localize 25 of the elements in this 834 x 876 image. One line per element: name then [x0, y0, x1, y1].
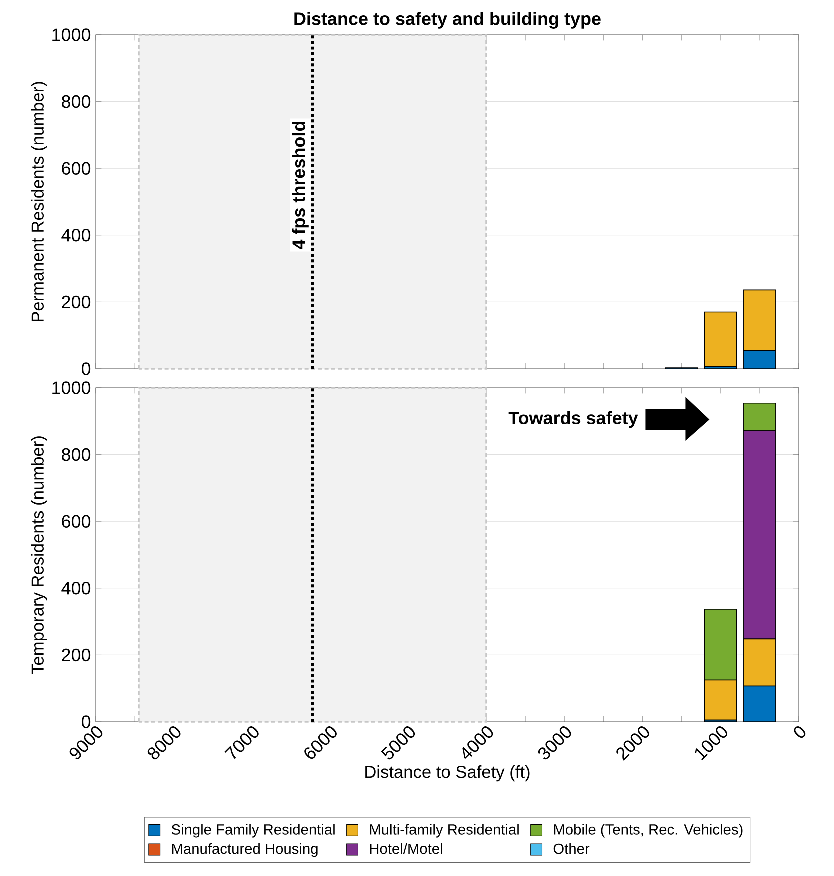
- y-tick-label: 200: [62, 648, 91, 662]
- legend-label: Mobile (Tents, Rec. Vehicles): [554, 824, 743, 838]
- legend-label: Single Family Residential: [172, 824, 335, 838]
- y-tick-label: 600: [62, 162, 91, 175]
- y-tick-label: 0: [82, 716, 91, 728]
- y-axis-title: Temporary Residents (number): [31, 436, 48, 674]
- y-tick-label: 1000: [52, 28, 91, 42]
- y-tick-label: 400: [62, 229, 91, 242]
- y-tick-label: 200: [62, 296, 91, 309]
- y-tick-label: 1000: [52, 382, 91, 394]
- y-axis-title: Permanent Residents (number): [31, 82, 48, 322]
- y-tick-label: 600: [62, 515, 91, 528]
- legend-label: Other: [554, 843, 590, 854]
- chart-title: Distance to safety and building type: [294, 12, 601, 29]
- annotation: Towards safety: [508, 411, 638, 428]
- y-tick-label: 400: [62, 582, 91, 595]
- legend-label: Manufactured Housing: [172, 843, 318, 858]
- y-tick-label: 800: [62, 95, 91, 108]
- legend-label: Multi-family Residential: [370, 824, 519, 838]
- legend-label: Hotel/Motel: [370, 843, 442, 854]
- y-tick-label: 800: [62, 448, 91, 462]
- x-axis-title: Distance to Safety (ft): [366, 766, 530, 782]
- y-tick-label: 0: [82, 362, 91, 376]
- x-tick-label: 0: [794, 726, 806, 738]
- ref-line-label: 4 fps threshold: [292, 122, 309, 250]
